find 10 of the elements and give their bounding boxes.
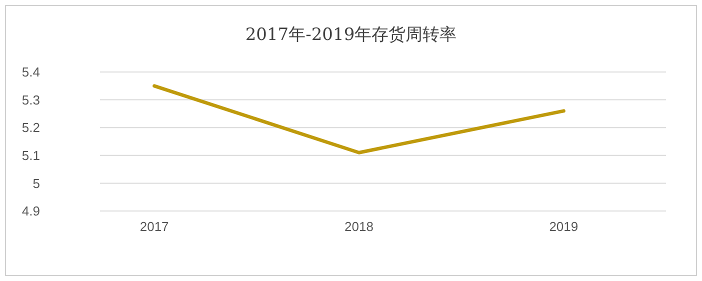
x-tick-label: 2017 — [140, 219, 169, 234]
x-tick-label: 2019 — [549, 219, 578, 234]
y-tick-label: 5.4 — [22, 64, 40, 80]
y-tick-label: 5.2 — [22, 120, 40, 136]
chart-title: 2017年-2019年存货周转率 — [245, 25, 457, 45]
y-tick-label: 4.9 — [22, 204, 40, 219]
x-tick-label: 2018 — [344, 219, 374, 234]
y-tick-label: 5 — [32, 176, 40, 191]
y-tick-label: 5.3 — [22, 92, 40, 108]
y-tick-label: 5.1 — [22, 148, 40, 163]
